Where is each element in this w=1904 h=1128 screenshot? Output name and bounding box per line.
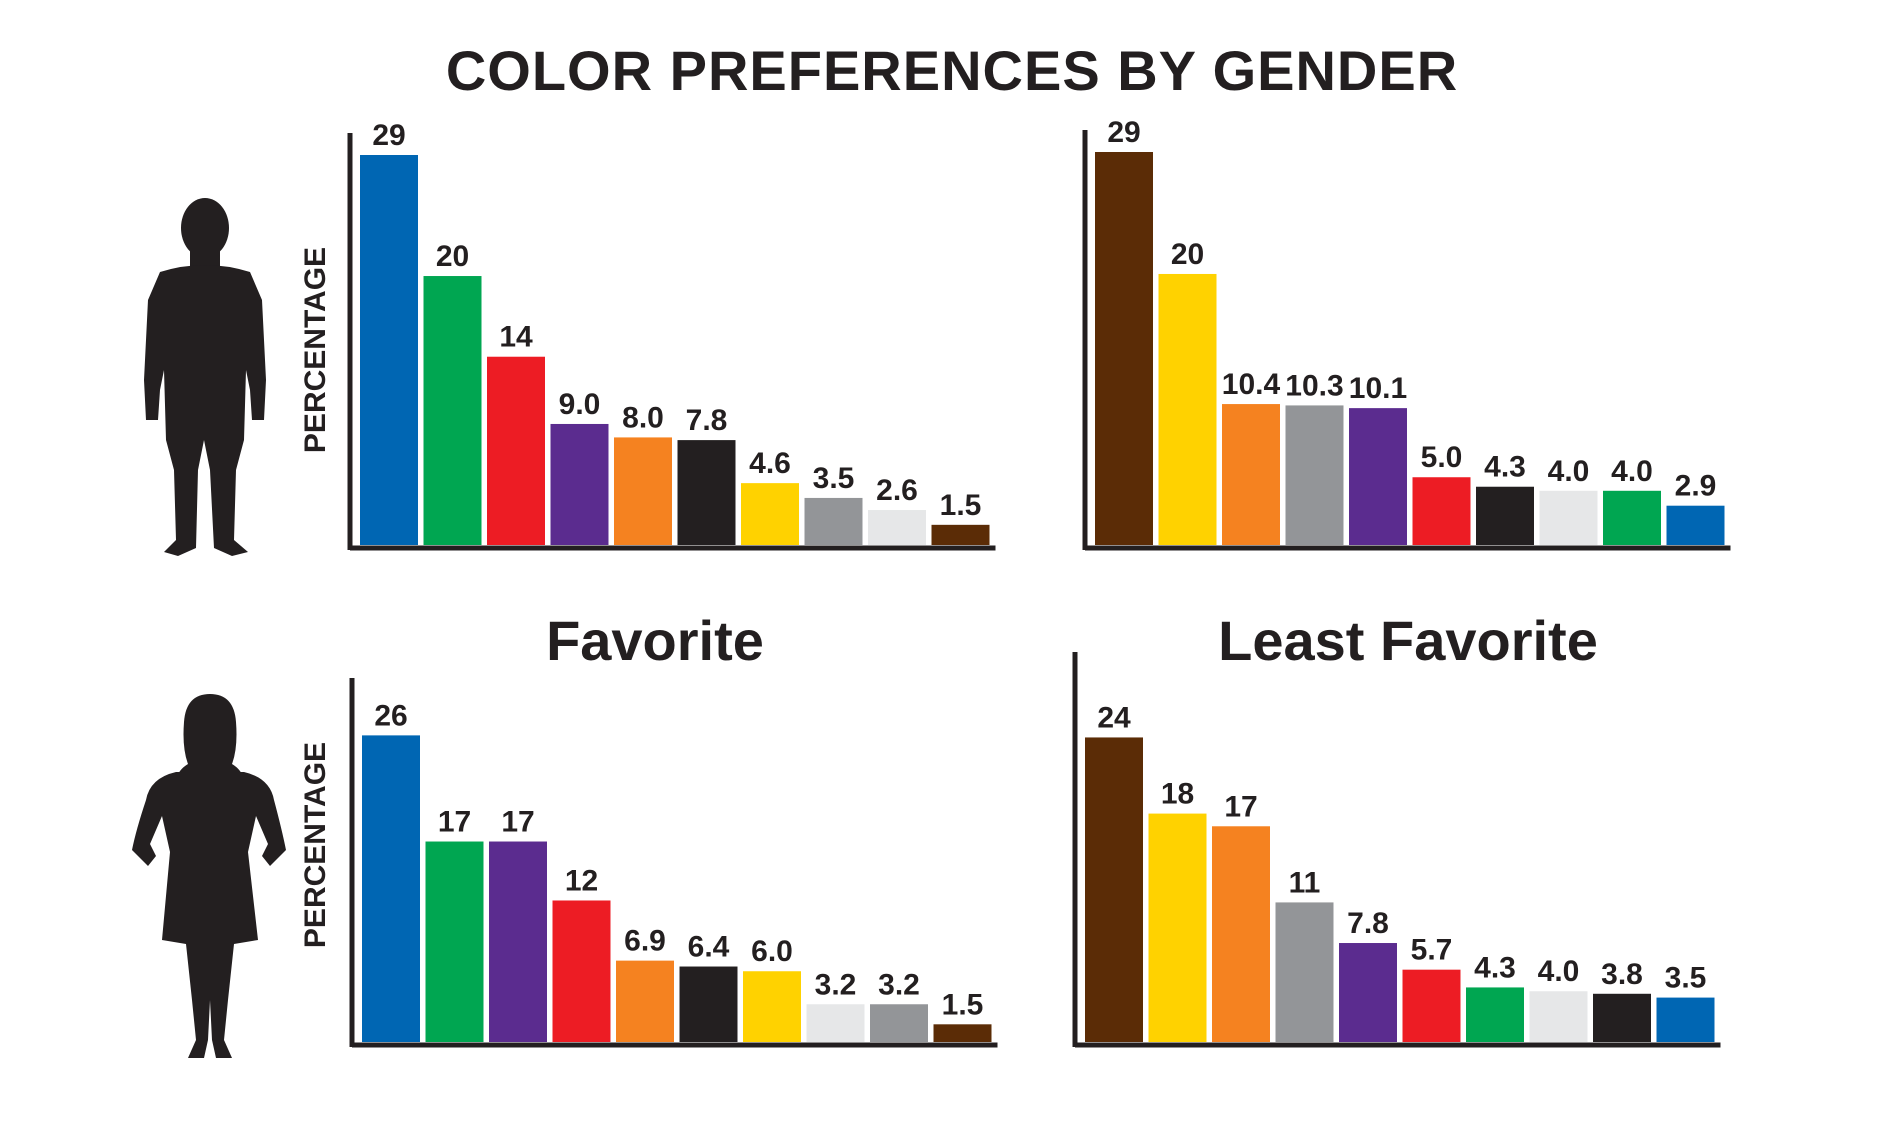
- bar: [868, 510, 926, 545]
- bar: [362, 735, 420, 1042]
- data-label: 29: [372, 119, 405, 152]
- bar: [1476, 486, 1534, 545]
- data-label: 2.6: [876, 474, 918, 507]
- bar-chart-female-favorite: 26 17 17 12 6.9 6.4 6.0 3.2 3.2 1.5 PERCENTAGE: [299, 678, 998, 1048]
- data-label: 4.0: [1611, 455, 1653, 488]
- data-label: 5.7: [1411, 934, 1453, 967]
- data-label: 4.0: [1548, 455, 1590, 488]
- data-label: 7.8: [686, 404, 728, 437]
- bar: [1593, 993, 1651, 1042]
- data-label: 6.0: [751, 935, 793, 968]
- data-label: 3.5: [813, 462, 855, 495]
- data-label: 5.0: [1421, 441, 1463, 474]
- chart-title: COLOR PREFERENCES BY GENDER: [446, 39, 1458, 102]
- bar: [804, 497, 863, 545]
- bar: [550, 423, 609, 545]
- bar: [1095, 152, 1153, 545]
- data-label: 29: [1107, 116, 1140, 149]
- bar: [552, 900, 611, 1042]
- bar: [1148, 813, 1207, 1042]
- data-label: 10.4: [1222, 368, 1281, 401]
- bar: [1349, 408, 1407, 545]
- bar: [743, 971, 801, 1042]
- bar: [616, 960, 674, 1042]
- data-label: 3.2: [815, 968, 857, 1001]
- data-label: 12: [565, 864, 598, 897]
- least-favorite-heading: Least Favorite: [1218, 609, 1598, 672]
- bar: [1402, 969, 1461, 1042]
- data-label: 4.3: [1474, 951, 1516, 984]
- bar: [360, 155, 418, 545]
- bar: [741, 483, 799, 545]
- data-label: 3.2: [878, 968, 920, 1001]
- bar: [614, 437, 672, 545]
- data-label: 10.1: [1349, 372, 1407, 405]
- bar: [1603, 490, 1661, 545]
- data-label: 4.0: [1538, 955, 1580, 988]
- data-label: 9.0: [559, 388, 601, 421]
- bar: [423, 276, 482, 545]
- data-label: 18: [1161, 778, 1194, 811]
- male-silhouette-icon: [144, 198, 266, 556]
- data-label: 26: [374, 699, 407, 732]
- bar: [870, 1004, 928, 1042]
- bar: [933, 1024, 992, 1042]
- bar-chart-female-least-favorite: 24 18 17 11 7.8 5.7 4.3 4.0 3.8 3.5: [1072, 652, 1721, 1048]
- bar: [679, 966, 738, 1042]
- female-silhouette-icon: [132, 694, 286, 1058]
- data-label: 4.6: [749, 447, 791, 480]
- data-label: 6.4: [688, 931, 730, 964]
- bar: [677, 440, 736, 545]
- data-label: 20: [1171, 238, 1204, 271]
- bar: [487, 356, 545, 545]
- favorite-heading: Favorite: [546, 609, 764, 672]
- bar: [1656, 997, 1715, 1042]
- data-label: 1.5: [940, 489, 982, 522]
- bar: [1222, 404, 1280, 545]
- data-label: 7.8: [1347, 907, 1389, 940]
- data-label: 11: [1289, 866, 1321, 899]
- bar: [1158, 273, 1217, 545]
- data-label: 6.9: [624, 925, 666, 958]
- data-label: 20: [436, 240, 469, 273]
- data-label: 3.8: [1601, 958, 1643, 991]
- bar: [1666, 505, 1725, 545]
- bar-chart-male-favorite: 29 20 14 9.0 8.0 7.8 4.6 3.5 2.6 1.5 PERCENTAGE: [299, 119, 996, 551]
- data-label: 14: [499, 321, 533, 354]
- data-label: 17: [1224, 790, 1257, 823]
- y-axis-label: PERCENTAGE: [299, 742, 332, 948]
- bar: [931, 524, 990, 545]
- data-label: 17: [438, 806, 471, 839]
- data-label: 8.0: [622, 401, 664, 434]
- bar: [1085, 737, 1143, 1042]
- bar: [1539, 490, 1598, 545]
- bar: [425, 841, 484, 1042]
- data-label: 17: [501, 806, 534, 839]
- bar: [1285, 405, 1344, 545]
- bar: [806, 1004, 865, 1042]
- y-axis-label: PERCENTAGE: [299, 247, 332, 453]
- bar: [489, 841, 547, 1042]
- bar: [1529, 991, 1588, 1042]
- data-label: 24: [1097, 701, 1131, 734]
- data-label: 3.5: [1665, 962, 1707, 995]
- data-label: 1.5: [942, 988, 984, 1021]
- bar: [1466, 987, 1524, 1042]
- bar: [1339, 943, 1397, 1042]
- bar: [1412, 477, 1471, 545]
- bar: [1275, 902, 1334, 1042]
- data-label: 2.9: [1675, 470, 1717, 503]
- bar: [1212, 826, 1270, 1042]
- data-label: 10.3: [1285, 369, 1343, 402]
- bar-chart-male-least-favorite: 29 20 10.4 10.3 10.1 5.0 4.3 4.0 4.0 2.9: [1082, 116, 1731, 551]
- data-label: 4.3: [1484, 451, 1526, 484]
